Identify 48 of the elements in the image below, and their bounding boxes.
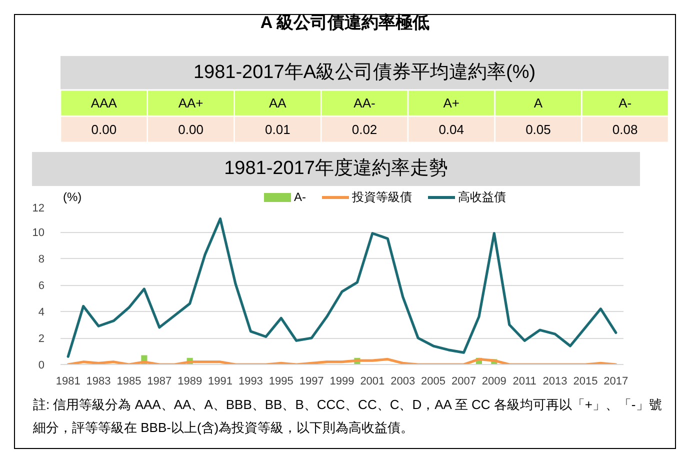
x-tick-label: 1993 bbox=[238, 376, 263, 388]
y-tick-label: 0 bbox=[38, 360, 45, 372]
x-tick-label: 2017 bbox=[604, 376, 628, 388]
data-label: 0.05 bbox=[526, 122, 551, 137]
category-label: A- bbox=[618, 95, 632, 110]
x-tick-label: 2015 bbox=[573, 376, 598, 388]
y-tick-label: 6 bbox=[38, 280, 45, 292]
x-tick-label: 2009 bbox=[482, 376, 506, 388]
x-tick-label: 2001 bbox=[360, 376, 385, 388]
y-tick-label: 12 bbox=[32, 202, 45, 214]
legend-label: 投資等級債 bbox=[351, 190, 412, 204]
data-label: 0.04 bbox=[438, 122, 464, 137]
x-tick-label: 2013 bbox=[542, 376, 568, 388]
x-tick-label: 1991 bbox=[208, 376, 233, 388]
x-tick-label: 1995 bbox=[268, 376, 294, 388]
data-label: 0.00 bbox=[91, 122, 117, 137]
x-tick-label: 1983 bbox=[86, 376, 111, 388]
y-tick-label: 4 bbox=[38, 306, 45, 318]
x-tick-label: 2003 bbox=[390, 376, 416, 388]
y-axis-title: (%) bbox=[63, 190, 82, 204]
data-label: 0.08 bbox=[612, 122, 638, 137]
category-label: AA+ bbox=[178, 95, 204, 110]
legend-label: A- bbox=[293, 190, 306, 204]
category-label: AA- bbox=[354, 95, 376, 110]
y-tick-label: 10 bbox=[32, 227, 45, 239]
y-tick-label: 2 bbox=[38, 333, 45, 345]
x-tick-label: 1987 bbox=[147, 376, 172, 388]
y-tick-label: 8 bbox=[38, 254, 45, 266]
text: 註: 信用等級分為 AAA、AA、A、BBB、BB、B、CCC、CC、C、D，AA 至 CC 各級均可再以「+」、「-」號細分，評等等級在 BBB-以上(含)為投資等級，以下則為高收益債。 bbox=[33, 396, 663, 438]
x-tick-label: 1989 bbox=[178, 376, 202, 388]
x-tick-label: 2007 bbox=[451, 376, 476, 388]
data-label: 0.01 bbox=[264, 122, 290, 137]
x-tick-label: 2005 bbox=[421, 376, 446, 388]
x-tick-label: 1997 bbox=[299, 376, 324, 388]
chart-title: 1981-2017年度違約率走勢 bbox=[224, 157, 448, 181]
category-label: A bbox=[534, 95, 543, 110]
data-label: 0.02 bbox=[352, 122, 378, 137]
x-tick-label: 1985 bbox=[116, 376, 142, 388]
category-label: AA bbox=[268, 95, 287, 110]
x-tick-label: 1981 bbox=[56, 376, 80, 388]
x-tick-label: 1999 bbox=[330, 376, 354, 388]
category-label: A+ bbox=[443, 95, 460, 110]
data-label: 0.00 bbox=[178, 122, 204, 137]
legend-label: 高收益債 bbox=[457, 190, 506, 204]
x-tick-label: 2011 bbox=[512, 376, 536, 388]
category-label: AAA bbox=[90, 95, 118, 110]
text: 1981-2017年A級公司債券平均違約率(%) bbox=[193, 61, 536, 84]
line-series bbox=[66, 217, 618, 358]
